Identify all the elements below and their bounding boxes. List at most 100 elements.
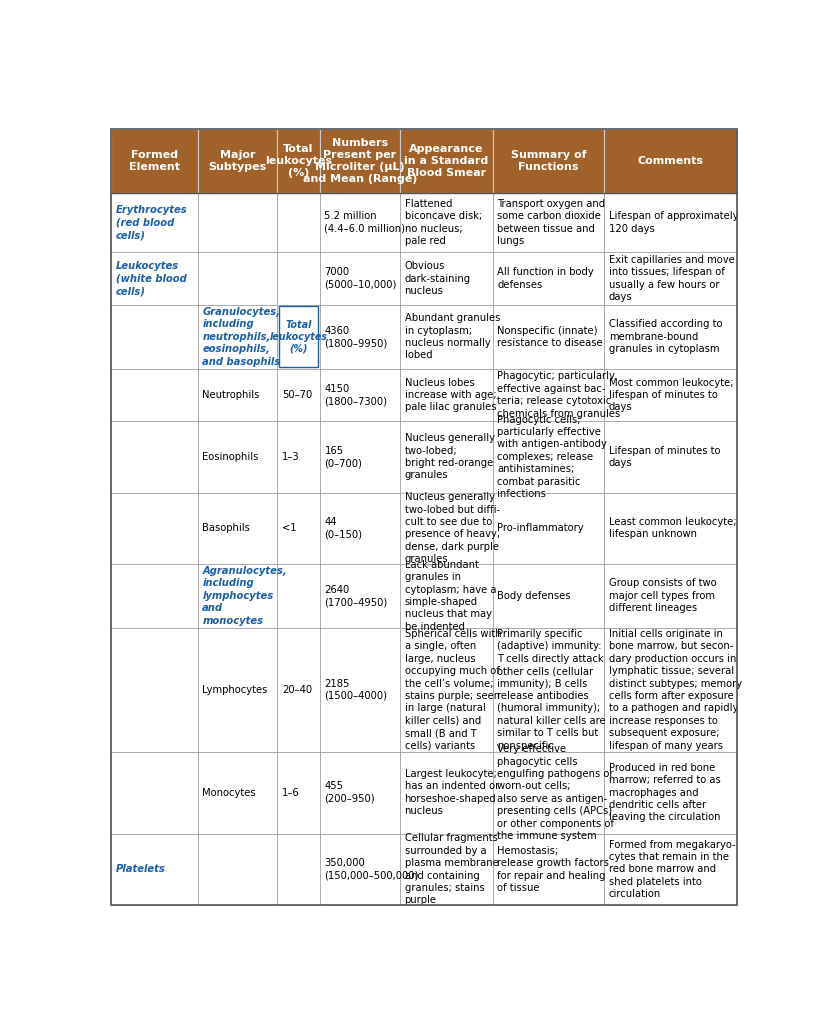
Text: Leukocytes
(white blood
cells): Leukocytes (white blood cells) [116,261,186,296]
Bar [277,253,319,305]
Bar [277,369,319,421]
Text: Granulocytes,
including
neutrophils,
eosinophils,
and basophils: Granulocytes, including neutrophils, eos… [202,307,280,367]
Text: Pro-inflammatory: Pro-inflammatory [497,523,583,534]
Bar [399,752,492,834]
Bar [277,493,319,564]
Bar [319,752,399,834]
Text: 5.2 million
(4.4–6.0 million): 5.2 million (4.4–6.0 million) [324,211,405,233]
Text: 455
(200–950): 455 (200–950) [324,781,375,804]
Text: All function in body
defenses: All function in body defenses [497,267,593,290]
Text: Primarily specific
(adaptive) immunity:
T cells directly attack
other cells (cel: Primarily specific (adaptive) immunity: … [497,629,605,751]
Text: Transport oxygen and
some carbon dioxide
between tissue and
lungs: Transport oxygen and some carbon dioxide… [497,199,605,246]
Text: Least common leukocyte;
lifespan unknown: Least common leukocyte; lifespan unknown [608,517,735,540]
Bar [492,305,604,369]
Text: Formed from megakaryo-
cytes that remain in the
red bone marrow and
shed platele: Formed from megakaryo- cytes that remain… [608,840,734,899]
Bar [111,493,198,564]
Text: Platelets: Platelets [116,864,165,874]
Bar [492,129,604,193]
Text: 4360
(1800–9950): 4360 (1800–9950) [324,326,387,348]
Bar [399,834,492,905]
Bar [604,421,737,493]
Bar [604,193,737,253]
Text: Lifespan of minutes to
days: Lifespan of minutes to days [608,445,719,468]
Bar [277,129,319,193]
Bar [198,305,277,369]
Bar [198,628,277,752]
Bar [198,752,277,834]
Bar [604,628,737,752]
Bar [277,834,319,905]
Text: Summary of
Functions: Summary of Functions [510,150,586,172]
Bar [111,564,198,628]
Text: Abundant granules
in cytoplasm;
nucleus normally
lobed: Abundant granules in cytoplasm; nucleus … [404,313,500,360]
Bar [319,253,399,305]
Text: 1–6: 1–6 [281,787,299,798]
Text: 50–70: 50–70 [281,390,312,400]
Text: Initial cells originate in
bone marrow, but secon-
dary production occurs in
lym: Initial cells originate in bone marrow, … [608,629,741,751]
Bar [319,421,399,493]
Bar [319,369,399,421]
Bar [111,421,198,493]
Text: Agranulocytes,
including
lymphocytes
and
monocytes: Agranulocytes, including lymphocytes and… [202,566,287,626]
Bar [111,752,198,834]
Bar [399,628,492,752]
Text: 1–3: 1–3 [281,452,299,462]
Bar [198,421,277,493]
Bar [319,834,399,905]
Bar [399,564,492,628]
Text: 2640
(1700–4950): 2640 (1700–4950) [324,585,387,607]
Bar [198,369,277,421]
Text: Comments: Comments [637,156,703,166]
Bar [277,564,319,628]
Bar [604,369,737,421]
Text: Nonspecific (innate)
resistance to disease: Nonspecific (innate) resistance to disea… [497,326,602,348]
Text: Formed
Element: Formed Element [129,150,179,172]
Text: Monocytes: Monocytes [202,787,256,798]
Bar [198,253,277,305]
Bar [399,369,492,421]
Bar [399,129,492,193]
Bar [198,564,277,628]
Bar [198,193,277,253]
Bar [319,305,399,369]
Bar [277,421,319,493]
Text: Lymphocytes: Lymphocytes [202,685,267,694]
Bar [604,493,737,564]
Bar [111,253,198,305]
Bar [492,752,604,834]
Text: Most common leukocyte;
lifespan of minutes to
days: Most common leukocyte; lifespan of minut… [608,378,733,413]
Bar [604,834,737,905]
Bar [604,305,737,369]
Bar [277,752,319,834]
Text: Nucleus generally
two-lobed but diffi-
cult to see due to
presence of heavy,
den: Nucleus generally two-lobed but diffi- c… [404,493,500,564]
Text: Numbers
Present per
Microliter (μL)
and Mean (Range): Numbers Present per Microliter (μL) and … [303,138,417,184]
Text: Total
leukocytes
(%): Total leukocytes (%) [269,319,327,354]
Text: Body defenses: Body defenses [497,591,570,601]
Text: Basophils: Basophils [202,523,250,534]
Text: 4150
(1800–7300): 4150 (1800–7300) [324,384,387,407]
Text: Cellular fragments
surrounded by a
plasma membrane
and containing
granules; stai: Cellular fragments surrounded by a plasm… [404,834,498,905]
Text: Nucleus lobes
increase with age;
pale lilac granules: Nucleus lobes increase with age; pale li… [404,378,495,413]
Text: Exit capillaries and move
into tissues; lifespan of
usually a few hours or
days: Exit capillaries and move into tissues; … [608,255,734,302]
Bar [492,564,604,628]
Bar [399,193,492,253]
Bar [399,305,492,369]
Text: Classified according to
membrane-bound
granules in cytoplasm: Classified according to membrane-bound g… [608,319,721,354]
Bar [492,628,604,752]
Bar [198,834,277,905]
Bar [111,305,198,369]
Text: 2185
(1500–4000): 2185 (1500–4000) [324,679,387,700]
Bar [492,253,604,305]
Bar [492,369,604,421]
Bar [111,193,198,253]
Text: Obvious
dark-staining
nucleus: Obvious dark-staining nucleus [404,261,470,296]
Text: Major
Subtypes: Major Subtypes [208,150,266,172]
Text: 165
(0–700): 165 (0–700) [324,445,362,468]
Text: Spherical cells with
a single, often
large, nucleus
occupying much of
the cell’s: Spherical cells with a single, often lar… [404,629,500,751]
Bar [319,628,399,752]
Bar [399,493,492,564]
Bar [111,628,198,752]
Bar [492,493,604,564]
Text: Hemostasis;
release growth factors
for repair and healing
of tissue: Hemostasis; release growth factors for r… [497,846,609,893]
Bar [604,564,737,628]
